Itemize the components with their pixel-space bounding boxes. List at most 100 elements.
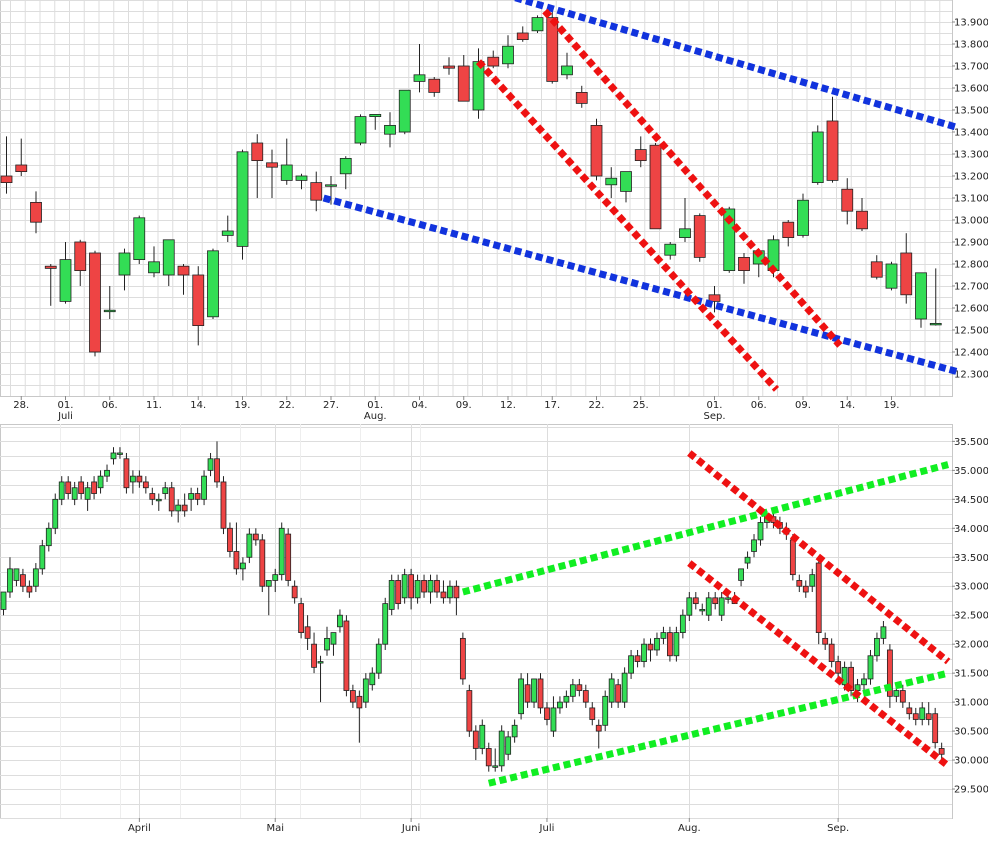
- candle-body: [649, 144, 662, 230]
- candle-body: [725, 597, 732, 600]
- candle-up: [265, 580, 272, 616]
- candle-body: [848, 666, 854, 691]
- y-tick-label: 32.000: [954, 640, 988, 651]
- candle-up: [118, 248, 131, 291]
- candle-body: [236, 151, 249, 247]
- x-tick-label: 27.: [323, 400, 339, 411]
- y-tick-label: 31.500: [954, 669, 988, 680]
- candle-down: [291, 580, 298, 604]
- candle-body: [502, 45, 514, 65]
- candle-up: [97, 470, 104, 494]
- candle-down: [343, 615, 350, 697]
- candle-body: [673, 632, 680, 657]
- trend-line-red: [475, 59, 780, 392]
- trend-line-green: [487, 669, 949, 787]
- candle-down: [89, 250, 101, 357]
- candle-down: [870, 255, 883, 280]
- y-tick-label: 33.000: [954, 582, 988, 593]
- candle-body: [32, 568, 39, 587]
- candle-body: [20, 574, 26, 587]
- candle-body: [78, 481, 85, 494]
- candle-down: [856, 198, 868, 231]
- candle-body: [74, 241, 87, 272]
- candle-down: [421, 574, 427, 598]
- candle-body: [401, 574, 408, 599]
- candle-down: [595, 719, 602, 749]
- candle-down: [123, 452, 130, 494]
- candle-body: [118, 252, 131, 276]
- candle-down: [826, 96, 839, 183]
- candle-up: [608, 673, 615, 708]
- candle-up: [518, 673, 524, 720]
- candle-up: [498, 725, 505, 772]
- candle-down: [149, 487, 156, 506]
- candle-body: [811, 131, 824, 183]
- candle-body: [705, 597, 712, 616]
- y-tick-label: 12.600: [954, 304, 988, 315]
- candle-down: [582, 684, 589, 708]
- candle-body: [0, 591, 7, 610]
- candle-down: [453, 580, 460, 616]
- candle-body: [129, 475, 136, 483]
- candle-up: [620, 171, 632, 203]
- candle-down: [26, 580, 33, 598]
- candle-down: [304, 615, 311, 650]
- x-tick-label: 19.: [235, 400, 251, 411]
- candle-body: [285, 533, 292, 581]
- candle-body: [136, 475, 143, 483]
- candle-down: [266, 149, 278, 198]
- candle-body: [259, 539, 266, 587]
- candle-body: [537, 678, 544, 709]
- candle-up: [325, 176, 337, 205]
- candle-body: [590, 125, 603, 177]
- candle-body: [220, 481, 227, 529]
- candle-body: [874, 637, 880, 657]
- candle-body: [192, 274, 205, 326]
- x-tick-label: 14.: [190, 400, 206, 411]
- candle-up: [162, 239, 175, 286]
- candle-body: [91, 481, 97, 494]
- candle-down: [233, 522, 240, 575]
- candle-body: [647, 643, 654, 651]
- candle-up: [664, 242, 677, 260]
- candle-up: [550, 696, 557, 737]
- candles: [0, 8, 942, 357]
- candle-body: [291, 585, 298, 599]
- candle-down: [311, 632, 317, 674]
- candle-body: [925, 713, 932, 720]
- x-tick-label: Juni: [401, 823, 420, 834]
- candle-up: [188, 487, 195, 511]
- candle-up: [221, 215, 234, 242]
- candle-up: [382, 597, 389, 650]
- candle-body: [7, 568, 13, 593]
- candle-body: [246, 533, 253, 558]
- candle-down: [15, 138, 28, 176]
- candle-body: [841, 188, 854, 212]
- candle-down: [310, 171, 323, 212]
- candle-body: [324, 637, 330, 651]
- candle-down: [252, 528, 259, 546]
- candle-body: [809, 574, 816, 587]
- candle-down: [0, 136, 13, 194]
- candle-body: [58, 481, 65, 500]
- candle-body: [162, 239, 175, 276]
- candle-down: [194, 487, 201, 506]
- candle-body: [679, 614, 686, 633]
- x-tick-label: 25.: [633, 400, 649, 411]
- x-tick-label: 22.: [279, 400, 295, 411]
- candle-down: [649, 143, 662, 230]
- candle-up: [39, 539, 46, 575]
- candle-body: [516, 32, 529, 40]
- candle-down: [667, 626, 673, 662]
- candle-up: [679, 609, 686, 639]
- candle-body: [201, 475, 207, 500]
- candle-body: [459, 637, 466, 680]
- y-tick-label: 12.900: [954, 238, 988, 249]
- candle-up: [414, 574, 421, 604]
- plot-area: [0, 424, 953, 819]
- candle-body: [175, 504, 182, 512]
- candle-body: [443, 65, 455, 69]
- candle-body: [117, 452, 123, 455]
- candle-body: [744, 556, 751, 564]
